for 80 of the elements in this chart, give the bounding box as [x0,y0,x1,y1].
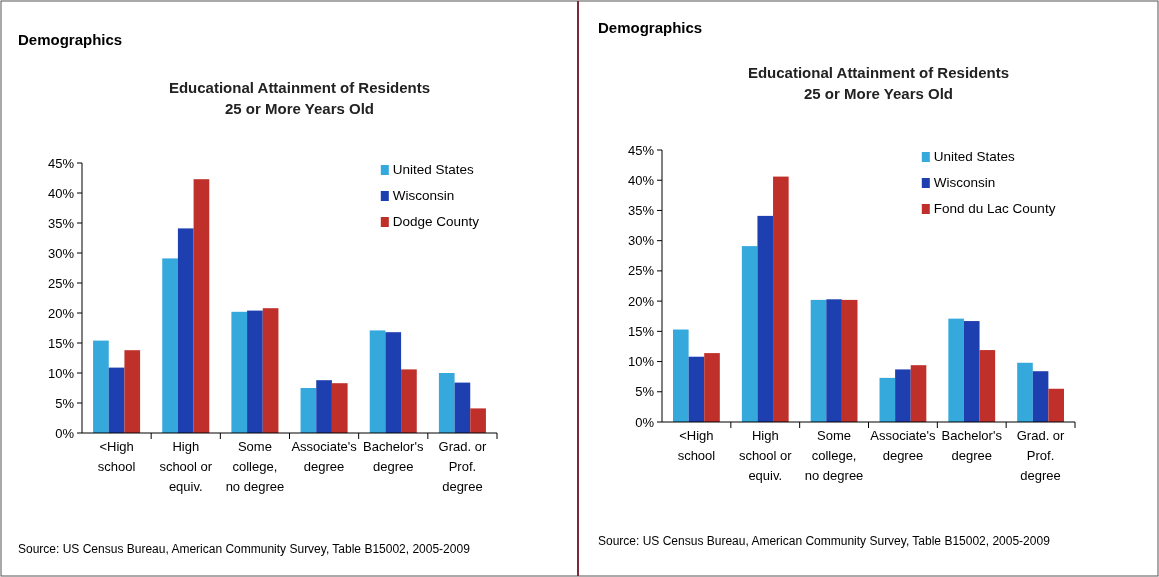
bar [124,350,141,433]
bar [193,179,210,433]
bar [810,299,827,422]
y-tick-label: 25% [47,275,75,291]
bar [979,350,996,422]
bar [401,369,417,433]
bar [841,299,858,422]
legend-label: Dodge County [392,214,480,229]
legend-label: Wisconsin [392,188,455,203]
y-tick-label: 10% [627,354,655,370]
x-tick-label: Grad. or Prof. degree [438,439,487,494]
chart-subtitle: Demographics [598,19,703,36]
x-tick-label: Some college, no degree [804,428,864,483]
legend-label: Wisconsin [933,175,996,190]
bar [470,408,486,433]
y-tick-label: 30% [47,245,75,261]
bar [438,373,455,433]
y-tick-label: 15% [627,323,655,339]
bar [757,215,774,422]
y-tick-label: 35% [627,202,655,218]
y-tick-label: 0% [55,425,75,441]
bar [773,176,789,422]
y-tick-label: 40% [627,172,655,188]
bar [1017,362,1033,422]
bar [300,388,317,433]
y-tick-label: 15% [47,335,75,351]
y-tick-label: 5% [635,384,655,400]
bar [704,353,720,422]
bar [177,228,194,433]
x-tick-label: Associate's degree [291,439,358,474]
x-tick-label: Bachelor's degree [363,439,424,474]
x-tick-label: Grad. or Prof. degree [1016,428,1066,483]
y-tick-label: 30% [627,233,655,249]
legend-label: Fond du Lac County [933,201,1056,216]
bar [247,310,263,433]
bar [1032,371,1049,422]
bar [262,308,279,433]
bar [108,367,125,433]
chart-subtitle: Demographics [18,31,123,48]
y-tick-label: 10% [47,365,75,381]
legend-label: United States [933,149,1016,164]
x-tick-label: <High school [677,428,716,463]
chart-title: Educational Attainment of Residents 25 or More Years Old [747,64,1010,102]
source-note: Source: US Census Bureau, American Community Survey, Table B15002, 2005-2009 [598,534,1051,548]
legend-label: United States [392,162,475,177]
bar [688,356,705,422]
y-tick-label: 25% [627,263,655,279]
y-tick-label: 35% [47,215,75,231]
bar [454,382,471,433]
bar [910,365,927,422]
y-tick-label: 20% [627,293,655,309]
bar [826,299,842,422]
x-tick-label: Bachelor's degree [941,428,1003,463]
bar [369,330,386,433]
bar [331,383,348,433]
y-tick-label: 20% [47,305,75,321]
bar [741,246,758,422]
bar [93,340,109,433]
y-tick-label: 45% [47,155,75,171]
bar [1048,388,1064,422]
bar [316,380,332,433]
y-tick-label: 45% [627,142,655,158]
bar [673,329,689,422]
x-tick-label: <High school [97,439,136,474]
x-tick-label: High school or equiv. [159,439,213,494]
y-tick-label: 0% [635,414,655,430]
x-tick-label: High school or equiv. [738,428,793,483]
bar [948,318,964,422]
source-note: Source: US Census Bureau, American Community Survey, Table B15002, 2005-2009 [18,542,471,556]
y-tick-label: 40% [47,185,75,201]
bar [879,377,896,422]
chart-title: Educational Attainment of Residents 25 or More Years Old [168,79,431,117]
x-tick-label: Some college, no degree [225,439,285,494]
bar [231,311,248,433]
bar [385,332,402,433]
x-tick-label: Associate's degree [870,428,937,463]
bar [963,321,980,422]
y-tick-label: 5% [55,395,75,411]
bar [162,258,178,433]
bar [895,369,911,422]
